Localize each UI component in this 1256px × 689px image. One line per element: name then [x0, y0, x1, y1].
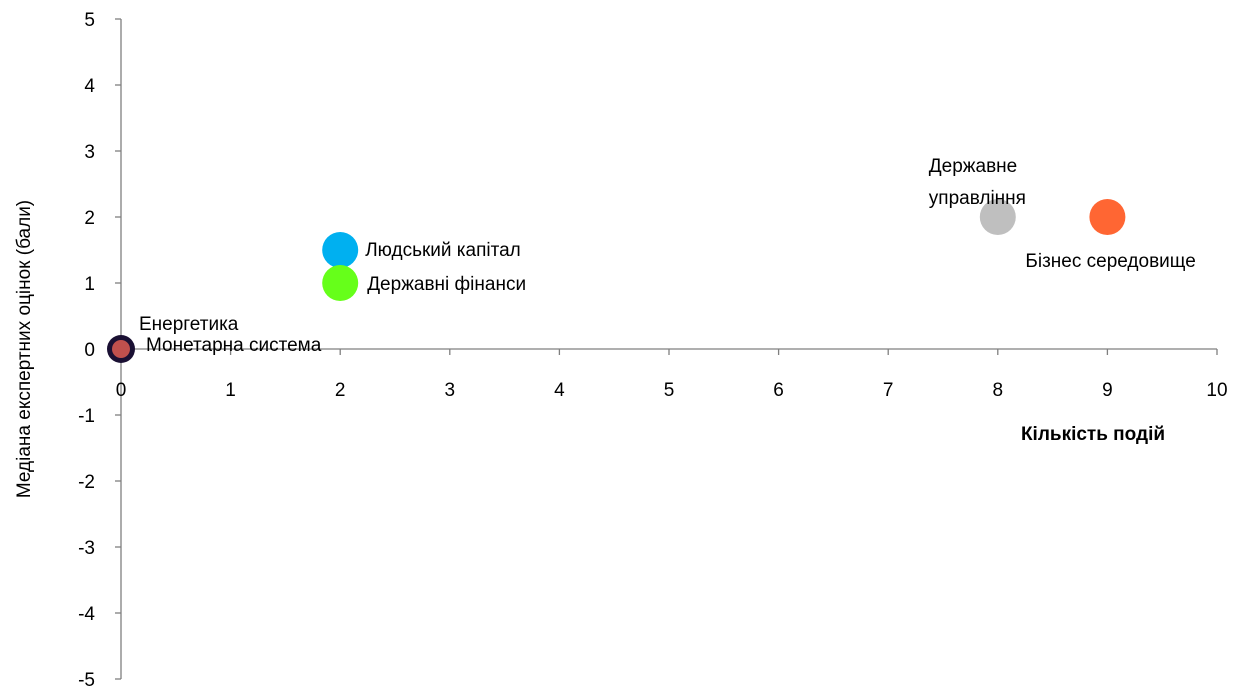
- y-tick-label: -5: [78, 670, 95, 689]
- x-tick-label: 0: [116, 380, 127, 401]
- x-tick-label: 7: [883, 380, 894, 401]
- x-tick-label: 1: [225, 380, 236, 401]
- y-tick-label: 1: [84, 274, 95, 295]
- x-tick-label: 8: [993, 380, 1004, 401]
- x-axis: 0 1 2 3 4 5 6 7 8 9 10: [116, 348, 1228, 401]
- y-tick-label: -2: [78, 472, 95, 493]
- data-point: [322, 265, 359, 301]
- x-tick-label: 6: [773, 380, 784, 401]
- data-points: [107, 199, 1126, 363]
- data-point: [322, 232, 359, 268]
- y-axis: 5 4 3 2 1 0 -1 -2 -3 -4 -5: [78, 10, 122, 689]
- data-point: [112, 340, 130, 358]
- x-tick-label: 3: [445, 380, 456, 401]
- y-tick-label: 5: [84, 10, 95, 31]
- data-label: Людський капітал: [365, 240, 521, 261]
- y-tick-label: -4: [78, 604, 95, 625]
- x-tick-label: 2: [335, 380, 346, 401]
- data-label: Державні фінанси: [367, 274, 526, 295]
- x-tick-label: 4: [554, 380, 565, 401]
- y-tick-label: -3: [78, 538, 95, 559]
- x-tick-label: 10: [1206, 380, 1227, 401]
- x-axis-title: Кількість подій: [1021, 424, 1165, 445]
- data-label: Енергетика: [139, 314, 239, 335]
- data-label: Бізнес середовище: [1025, 251, 1195, 272]
- data-label: Монетарна система: [146, 335, 322, 356]
- y-tick-label: 2: [84, 208, 95, 229]
- y-tick-label: 3: [84, 142, 95, 163]
- x-tick-label: 9: [1102, 380, 1113, 401]
- x-tick-label: 5: [664, 380, 675, 401]
- y-tick-label: 0: [84, 340, 95, 361]
- y-tick-label: -1: [78, 406, 95, 427]
- y-axis-title: Медіана експертних оцінок (бали): [14, 200, 35, 498]
- data-label: Державне управління: [929, 156, 1026, 209]
- data-point: [1089, 199, 1126, 235]
- y-tick-label: 4: [84, 76, 95, 97]
- data-point: [979, 199, 1016, 235]
